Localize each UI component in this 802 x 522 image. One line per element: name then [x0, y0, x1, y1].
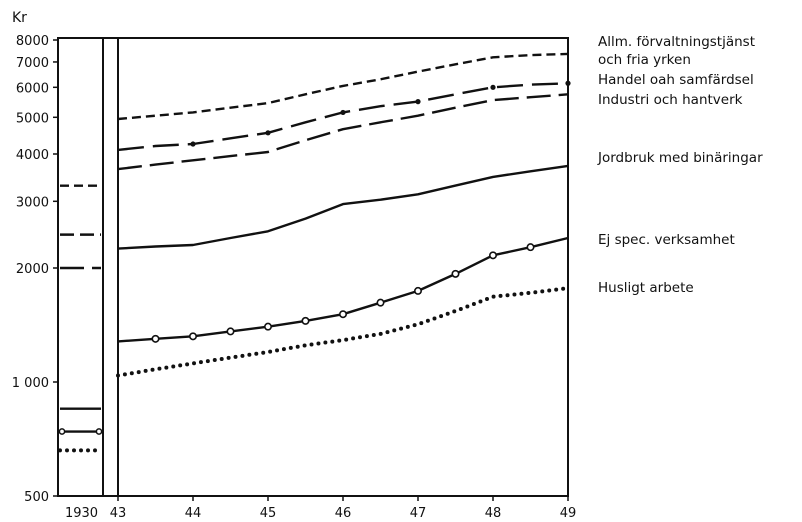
x-tick-label: 49	[560, 506, 577, 521]
series-5	[58, 286, 570, 453]
y-tick-label: 500	[24, 490, 49, 505]
x-tick-label: 1930	[65, 506, 98, 521]
series-line	[117, 236, 569, 343]
series-marker	[265, 130, 271, 136]
series-3	[60, 164, 569, 410]
series-marker	[301, 316, 310, 325]
series-marker	[413, 286, 422, 295]
legend: Allm. förvaltningstjänst och fria yrken Ha…	[597, 34, 763, 296]
series-line	[117, 164, 569, 250]
legend-label: Husligt arbete	[598, 280, 694, 296]
legend-label: och fria yrken	[598, 52, 691, 68]
x-tick-label: 43	[110, 506, 127, 521]
series-lines	[58, 52, 571, 453]
series-marker	[565, 80, 571, 86]
series-line	[117, 93, 569, 171]
series-marker	[189, 332, 198, 341]
series-marker	[226, 327, 235, 336]
series-marker	[340, 109, 346, 116]
axes	[57, 37, 569, 497]
x-tick-label: 46	[335, 506, 352, 521]
series-0	[60, 52, 569, 187]
y-tick-label: 6000	[16, 81, 49, 96]
series-4	[58, 236, 569, 435]
series-line	[117, 82, 569, 152]
series-marker	[338, 310, 347, 319]
y-tick-label: 1 000	[12, 376, 49, 391]
series-marker	[190, 141, 196, 147]
series-marker	[415, 99, 421, 105]
x-tick-label: 45	[260, 506, 277, 521]
series-line	[117, 52, 569, 121]
y-tick-label: 5000	[16, 111, 49, 126]
series-marker	[95, 428, 103, 435]
y-tick-label: 8000	[16, 34, 49, 49]
tick-labels: 8000 7000 6000 5000 4000 3000 2000 1 000 500 1930…	[12, 34, 576, 521]
x-tick-label: 44	[185, 506, 202, 521]
x-tick-label: 48	[485, 506, 502, 521]
legend-label: Jordbruk med binäringar	[597, 150, 763, 166]
series-marker	[376, 298, 385, 307]
series-2	[60, 93, 569, 270]
series-line	[116, 286, 570, 378]
legend-label: Handel oah samfärdsel	[598, 72, 754, 88]
series-marker	[58, 428, 66, 435]
legend-label: Industri och hantverk	[598, 92, 743, 108]
series-marker	[451, 269, 460, 278]
legend-label: Allm. förvaltningstjänst	[598, 34, 755, 50]
series-marker	[490, 84, 496, 90]
y-tick-label: 3000	[16, 195, 49, 210]
series-marker	[526, 243, 535, 252]
series-marker	[263, 322, 272, 331]
legend-label: Ej spec. verksamhet	[598, 232, 735, 248]
y-tick-label: 2000	[16, 262, 49, 277]
y-tick-label: 4000	[16, 148, 49, 163]
x-tick-label: 47	[410, 506, 427, 521]
series-marker	[488, 251, 497, 260]
y-axis-unit: Kr	[12, 10, 27, 26]
series-1	[60, 80, 571, 236]
series-marker	[151, 334, 160, 343]
plot-frame	[57, 37, 569, 497]
y-tick-label: 7000	[16, 56, 49, 71]
